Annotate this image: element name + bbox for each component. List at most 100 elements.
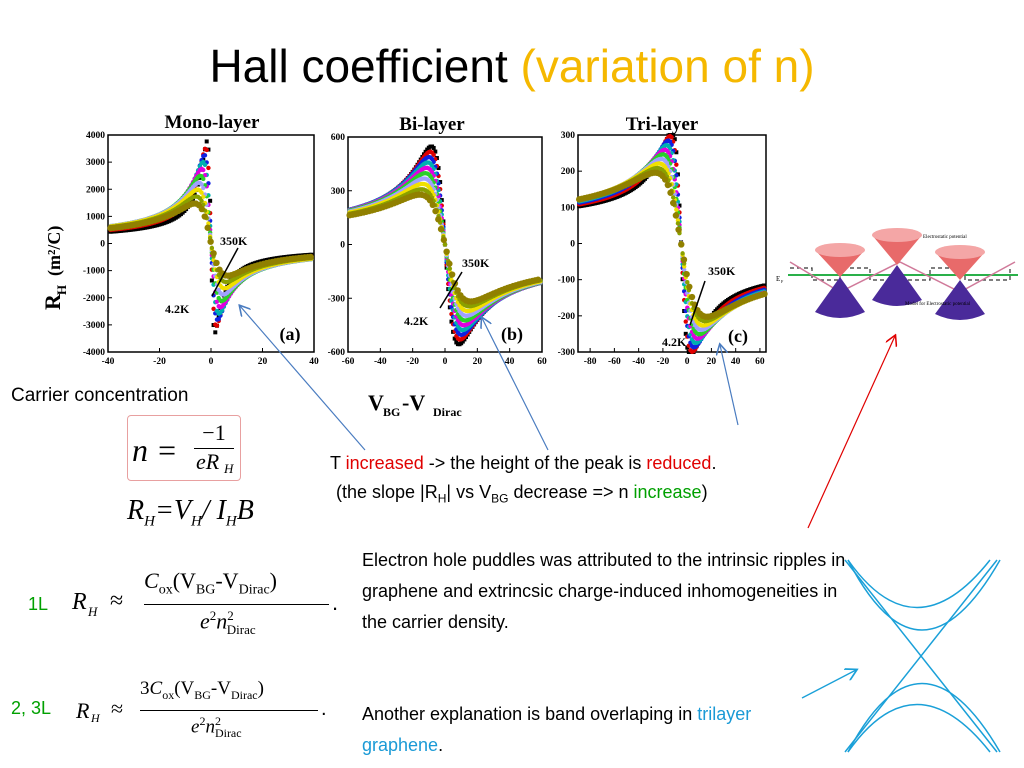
band-overlap-diagram [844,559,1001,753]
x-axis-label: V BG -V Dirac [368,390,462,419]
eq1-end: . [332,590,339,615]
panel-label: (a) [280,324,301,345]
band-text-c: . [438,735,444,755]
y-tick-label: 4000 [86,131,105,141]
formula-rh-div: / I [201,495,226,526]
label-23l: 2, 3L [11,698,52,718]
data-point [460,339,465,344]
eq1-num-rest: (V [172,568,196,593]
x-axis-label-sub2: Dirac [433,405,462,419]
data-point [436,166,441,171]
arrow-to-mono [240,306,366,451]
hall-charts-figure: R H (m²/C) V BG -V Dirac Mono-layer 4000 3… [40,112,1020,419]
equation-1l: R H ≈ Cox(VBG-VDirac) e2n2Dirac . [72,568,342,648]
title-highlight: (variation of n) [520,40,815,92]
data-point [198,205,206,213]
x-tick-label: -20 [406,357,419,367]
eq2-coef: 3 [140,678,150,699]
y-tick-label: 2000 [86,185,105,195]
temperature-note-line1: T increased -> the height of the peak is… [330,451,716,475]
annotation-4k: 4.2K [165,302,190,316]
data-point [214,323,220,328]
annotation-350k: 350K [220,234,248,248]
data-point [207,238,214,245]
data-point [431,152,436,158]
formula-n-box: n = −1 eR H [127,415,241,481]
data-point [209,245,215,251]
y-tick-label: 1000 [86,212,105,222]
eq2-num-sub: ox [162,687,175,702]
data-point [202,153,208,158]
y-tick-label: -600 [328,348,346,358]
x-tick-label: -40 [102,357,115,367]
x-tick-label: -20 [153,357,166,367]
eq1-lhs: R [72,589,87,615]
chart-panel-1: Mono-layer 4000 3000 2000 1000 0 -1000 -2000 -30… [83,112,319,367]
y-tick-label: -300 [328,294,346,304]
t-line2-increase: increase [633,482,702,502]
data-point [431,145,436,150]
t-line1-c: -> the height of the peak is [423,453,647,473]
arrow-to-bi [482,318,549,451]
data-point [213,330,218,335]
eq2-num-c: C [149,678,163,699]
data-point [204,139,209,144]
data-point [199,198,204,203]
formula-rh-b: B [236,495,254,526]
eq1-approx: ≈ [110,588,124,614]
eq1-num-close: ) [269,568,277,593]
formula-n-lhs: n = [132,432,178,468]
slide-title: Hall coefficient (variation of n) [0,38,1024,94]
eq2-lhs-sub: H [91,711,100,725]
y-tick-label: 600 [331,133,346,143]
y-tick-label: -4000 [83,348,105,358]
eq2-den-n: n [205,716,215,738]
data-point [209,278,214,283]
title-main: Hall coefficient [209,40,521,92]
data-point [307,253,314,261]
t-line2-e: ) [701,482,708,502]
panel-title: Bi-layer [399,114,465,135]
formula-n-den-sub: H [224,461,234,476]
eq1-lhs-sub: H [88,604,98,619]
formula-rh-r: R [127,495,145,526]
data-point [213,259,220,267]
temperature-arrow [211,247,239,297]
eq1-num-sub2: BG [195,582,216,598]
eq1-num-dash: -V [215,568,239,593]
arrow-to-tri [720,345,739,426]
formula-rh-rest: =V [154,495,191,526]
x-tick-label: 40 [309,357,319,367]
data-point [202,173,208,178]
data-point [199,182,204,187]
y-tick-label: -1000 [83,267,105,277]
y-axis-label: R H (m²/C) [40,226,69,310]
x-tick-label: -60 [342,357,355,367]
formula-rh-sub3: H [225,513,237,530]
arrow-to-bands [801,670,856,699]
eq1-num-sub: ox [158,582,173,598]
y-tick-label: 300 [331,187,346,197]
data-point [433,149,438,154]
data-point [201,185,206,191]
data-point [204,147,209,153]
panel-title: Mono-layer [165,112,261,133]
eq2-lhs: R [76,698,90,723]
eq1-denominator: e2n2Dirac [200,608,256,638]
eq2-approx: ≈ [111,696,124,721]
data-point [202,162,208,168]
data-point [201,167,206,173]
data-point [201,213,208,220]
data-point [201,194,206,199]
eq2-end: . [321,698,327,720]
eq2-num-rest: (V [174,678,195,699]
data-point [214,299,220,304]
data-point [201,176,206,182]
band-overlap-paragraph: Another explanation is band overlaping i… [362,699,812,761]
formula-rh: RH=VH/ IHB [127,495,254,531]
data-point [449,319,454,324]
eq1-den-sub: Dirac [226,621,256,637]
x-tick-label: 20 [473,357,483,367]
